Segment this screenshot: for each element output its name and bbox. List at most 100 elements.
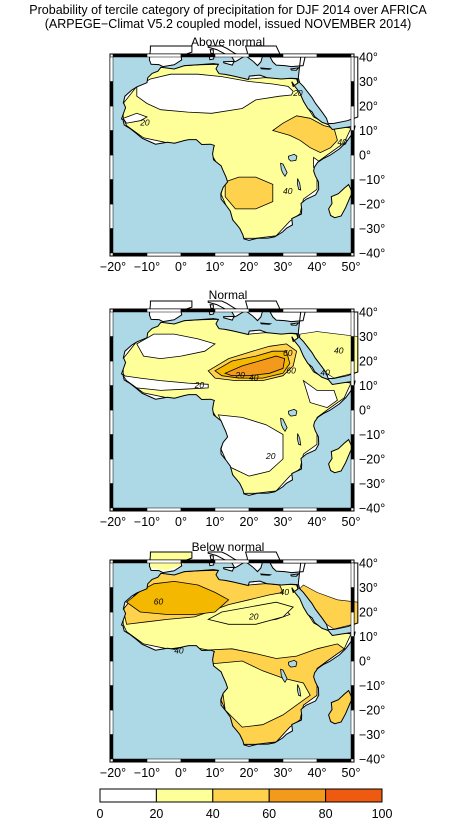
colorbar-tick-label: 80: [319, 807, 333, 821]
contour-label-20: 20: [139, 118, 150, 128]
longitude-tick-label: 10°: [206, 515, 225, 529]
shade-normal-below-20-east: [302, 379, 338, 409]
coastline: [269, 562, 306, 574]
longitude-tick-label: 0°: [175, 766, 187, 780]
longitude-tick-label: 10°: [206, 260, 225, 274]
shade-above-normal-below-20: [136, 73, 294, 114]
lake-malawi: [296, 684, 302, 697]
frame-segment: [350, 360, 355, 386]
latitude-tick-label: 10°: [359, 630, 378, 644]
madagascar-shading: [328, 184, 353, 218]
contour-label-60: 60: [154, 597, 164, 607]
longitude-tick-label: 30°: [274, 766, 293, 780]
colorbar-swatch: [99, 788, 157, 803]
coastline: [120, 569, 356, 747]
frame-segment: [180, 252, 216, 257]
frame-segment: [282, 308, 318, 313]
lake-malawi: [296, 178, 302, 191]
frame-segment: [316, 53, 352, 58]
frame-segment: [109, 81, 114, 107]
longitude-tick-label: 30°: [274, 260, 293, 274]
coastline: [148, 551, 193, 574]
coastline: [328, 438, 353, 474]
frame-segment: [109, 434, 114, 460]
longitude-tick-label: 50°: [342, 515, 361, 529]
map-frame: [109, 559, 355, 763]
frame-segment: [350, 130, 355, 156]
frame-segment: [146, 507, 182, 512]
frame-segment: [350, 385, 355, 411]
contour-label-20: 20: [292, 88, 303, 98]
coastline: [120, 63, 356, 241]
latitude-tick-label: −20°: [359, 453, 385, 467]
chart-title-line-1: Probability of tercile category of preci…: [29, 3, 427, 17]
frame-segment: [316, 507, 352, 512]
latitude-tick-label: 30°: [359, 330, 378, 344]
shade-below-normal-60-80: [125, 580, 230, 615]
longitude-tick-label: 0°: [175, 515, 187, 529]
frame-segment: [109, 611, 114, 637]
contour-label-40: 40: [249, 373, 259, 383]
frame-segment: [109, 154, 114, 180]
coastline: [260, 322, 273, 325]
frame-segment: [350, 483, 355, 509]
frame-segment: [109, 360, 114, 386]
frame-segment: [316, 308, 352, 313]
frame-segment: [350, 709, 355, 735]
colorbar-tick-label: 20: [149, 807, 163, 821]
frame-segment: [350, 734, 355, 760]
frame-segment: [180, 308, 216, 313]
longitude-tick-label: 40°: [308, 515, 327, 529]
contour-label-20: 20: [265, 451, 276, 461]
frame-segment: [350, 562, 355, 588]
map-panel-1: 20 20 40 40 −20° −10° 0° 10° 20° 30° 40° 50° 40° 30° 2…: [100, 45, 385, 274]
longitude-tick-label: −10°: [134, 515, 160, 529]
frame-segment: [109, 56, 114, 82]
madagascar-shading: [328, 690, 353, 724]
contour-label-40: 40: [280, 587, 290, 597]
frame-segment: [350, 311, 355, 337]
contour-label-40: 40: [174, 646, 184, 656]
land-outline: [270, 57, 306, 67]
map-panel-3: 60 40 20 40 −20° −10° 0° 10° 20° 30° 40° 50° 40° 30° 2…: [100, 551, 385, 780]
frame-segment: [109, 179, 114, 205]
coastline: [207, 551, 246, 569]
contour-label-40: 40: [337, 137, 347, 147]
longitude-tick-label: 50°: [342, 260, 361, 274]
colorbar-tick-label: 40: [206, 807, 220, 821]
frame-segment: [350, 179, 355, 205]
frame-segment: [112, 559, 148, 564]
colorbar-tick-label: 0: [97, 807, 104, 821]
shade-above-normal-below-20-west: [122, 112, 148, 124]
latitude-tick-label: 20°: [359, 100, 378, 114]
shade-normal-below-20-northwest: [136, 333, 216, 360]
land-outline: [270, 563, 306, 573]
frame-segment: [146, 308, 182, 313]
frame-segment: [350, 611, 355, 637]
latitude-tick-label: 20°: [359, 355, 378, 369]
frame-segment: [350, 685, 355, 711]
frame-segment: [350, 336, 355, 362]
frame-segment: [112, 252, 148, 257]
longitude-tick-label: 20°: [240, 260, 259, 274]
frame-segment: [214, 507, 250, 512]
longitude-tick-label: 50°: [342, 766, 361, 780]
frame-segment: [214, 559, 250, 564]
coastline: [260, 67, 273, 70]
latitude-tick-label: −40°: [359, 502, 385, 516]
shade-above-normal-40-60-south: [224, 176, 274, 210]
coastline: [328, 689, 353, 725]
colorbar-tick-label: 100: [372, 807, 393, 821]
panel-label-normal: Normal: [208, 288, 248, 302]
frame-segment: [112, 308, 148, 313]
frame-segment: [350, 154, 355, 180]
latitude-tick-label: −30°: [359, 222, 385, 236]
frame-segment: [214, 308, 250, 313]
frame-segment: [350, 105, 355, 131]
frame-segment: [180, 53, 216, 58]
colorbar-swatch: [325, 788, 383, 803]
frame-segment: [350, 587, 355, 613]
contour-label-40: 40: [320, 368, 330, 378]
map-frame: [109, 53, 355, 257]
